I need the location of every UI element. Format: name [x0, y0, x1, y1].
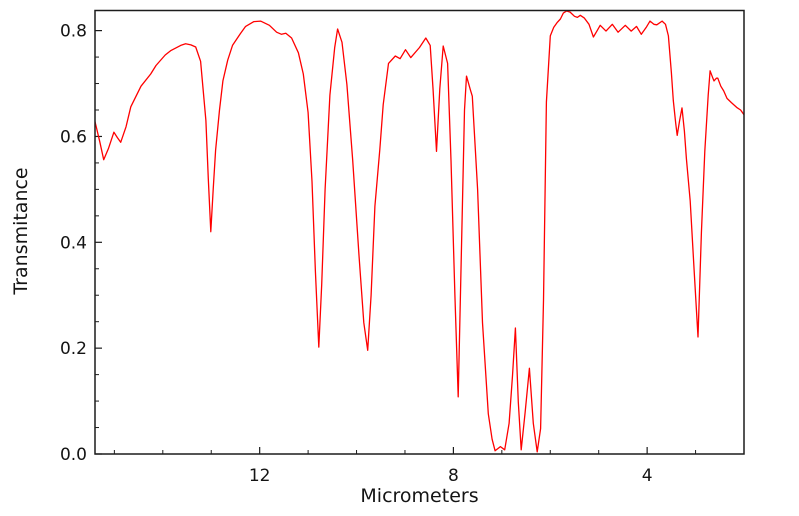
spectrum-line — [95, 10, 744, 453]
x-tick-label: 4 — [642, 466, 653, 486]
plot-frame — [94, 9, 745, 455]
x-tick-label: 8 — [448, 466, 459, 486]
x-tick-label: 12 — [249, 466, 271, 486]
y-tick-label: 0.2 — [60, 339, 87, 359]
y-tick-label: 0.8 — [60, 22, 87, 42]
x-axis-label: Micrometers — [360, 485, 478, 507]
y-axis-label: Transmitance — [10, 167, 32, 295]
y-tick-label: 0.4 — [60, 233, 87, 253]
axis-tick-labels: 12 8 4 0.0 0.2 0.4 0.6 0.8 — [60, 22, 653, 486]
axis-ticks — [95, 30, 697, 455]
y-tick-label: 0.0 — [60, 445, 87, 465]
plot-area — [95, 10, 744, 453]
y-tick-label: 0.6 — [60, 127, 87, 147]
